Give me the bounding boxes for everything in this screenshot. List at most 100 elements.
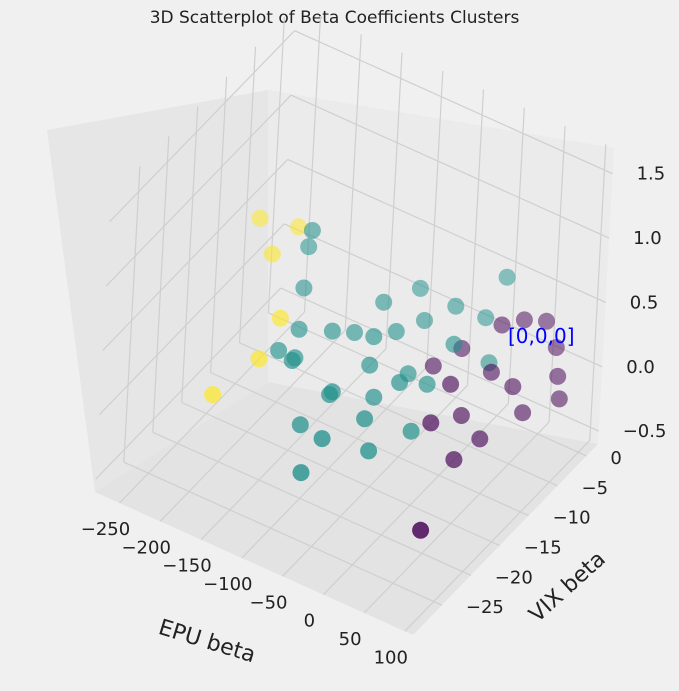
data-point-cluster-0 bbox=[493, 316, 511, 334]
data-point-cluster-1 bbox=[346, 324, 363, 341]
data-point-cluster-1 bbox=[290, 320, 308, 338]
data-point-cluster-2 bbox=[251, 209, 269, 227]
data-point-cluster-1 bbox=[411, 279, 429, 297]
data-point-cluster-2 bbox=[263, 245, 281, 263]
z-grid-line bbox=[109, 30, 296, 223]
z-tick-label: 1.0 bbox=[633, 228, 662, 249]
x-tick-label: 50 bbox=[339, 629, 362, 650]
data-point-cluster-1 bbox=[283, 352, 301, 369]
y-tick-label: −15 bbox=[524, 538, 562, 559]
floor-pane bbox=[95, 382, 598, 635]
data-point-cluster-1 bbox=[365, 328, 383, 346]
data-point-cluster-0 bbox=[452, 407, 470, 424]
y-tick-label: −20 bbox=[495, 567, 533, 588]
data-point-cluster-0 bbox=[514, 404, 532, 422]
data-point-cluster-2 bbox=[204, 386, 222, 404]
x-tick-label: −250 bbox=[81, 519, 130, 540]
x-grid-line bbox=[241, 366, 428, 559]
x-grid-line bbox=[303, 15, 322, 313]
y-grid-line bbox=[123, 461, 443, 606]
data-point-cluster-1 bbox=[402, 422, 420, 440]
z-grid-line bbox=[95, 287, 282, 480]
origin-annotation: [0,0,0] bbox=[508, 324, 575, 348]
y-axis-label: VIX beta bbox=[525, 547, 611, 628]
x-grid-line bbox=[363, 421, 550, 614]
x-grid-line bbox=[466, 89, 485, 386]
z-tick-label: 0.5 bbox=[630, 292, 659, 313]
data-point-cluster-1 bbox=[323, 322, 341, 340]
data-point-cluster-2 bbox=[290, 218, 307, 236]
x-tick-label: 0 bbox=[304, 611, 315, 632]
data-point-cluster-0 bbox=[547, 339, 565, 356]
y-tick-label: 0 bbox=[610, 448, 621, 469]
x-axis-label: EPU beta bbox=[155, 615, 258, 668]
chart-title: 3D Scatterplot of Beta Coefficients Clus… bbox=[149, 8, 520, 28]
data-point-cluster-1 bbox=[447, 297, 465, 315]
data-point-cluster-0 bbox=[549, 367, 567, 385]
data-point-cluster-1 bbox=[303, 222, 321, 239]
data-point-cluster-0 bbox=[442, 375, 460, 393]
back-pane bbox=[268, 90, 614, 444]
y-tick-label: −5 bbox=[582, 478, 609, 499]
y-grid-line bbox=[267, 16, 285, 313]
data-point-cluster-0 bbox=[504, 378, 522, 396]
data-point-cluster-1 bbox=[321, 386, 339, 403]
data-point-cluster-0 bbox=[471, 430, 489, 448]
axis-ticks: −250−200−150−100−500501000−5−10−15−20−25… bbox=[81, 164, 667, 669]
z-tick-label: 0.0 bbox=[626, 357, 655, 378]
y-grid-line bbox=[181, 401, 500, 547]
data-point-cluster-1 bbox=[300, 238, 318, 256]
y-grid-line bbox=[152, 136, 170, 433]
data-point-cluster-1 bbox=[292, 464, 310, 482]
data-point-cluster-1 bbox=[313, 430, 331, 448]
y-tick-label: −25 bbox=[466, 597, 504, 618]
data-point-cluster-1 bbox=[291, 416, 309, 434]
data-points bbox=[204, 209, 568, 539]
data-point-cluster-1 bbox=[416, 312, 433, 329]
x-tick-label: −100 bbox=[203, 574, 252, 595]
y-tick-label: −10 bbox=[553, 508, 591, 529]
x-tick-label: −200 bbox=[121, 537, 170, 558]
y-grid-line bbox=[238, 46, 257, 343]
data-point-cluster-1 bbox=[445, 335, 463, 353]
z-grid-line bbox=[98, 223, 285, 416]
data-point-cluster-0 bbox=[412, 521, 430, 539]
data-point-cluster-1 bbox=[356, 410, 374, 428]
z-tick-label: 1.5 bbox=[637, 164, 666, 185]
data-point-cluster-1 bbox=[365, 388, 383, 406]
data-point-cluster-0 bbox=[445, 451, 463, 469]
x-tick-label: −150 bbox=[162, 556, 211, 577]
x-grid-line bbox=[404, 439, 591, 632]
data-point-cluster-0 bbox=[424, 357, 442, 375]
data-point-cluster-2 bbox=[271, 309, 289, 327]
x-grid-line bbox=[589, 144, 607, 441]
x-tick-label: −50 bbox=[250, 592, 288, 613]
x-grid-line bbox=[344, 34, 362, 331]
z-grid-line bbox=[280, 287, 599, 432]
z-grid-line bbox=[102, 158, 289, 351]
z-grid-line bbox=[294, 30, 613, 175]
x-grid-line bbox=[200, 348, 387, 541]
z-tick-label: −0.5 bbox=[623, 421, 667, 442]
x-tick-label: 100 bbox=[374, 647, 408, 668]
data-point-cluster-1 bbox=[498, 268, 516, 286]
data-point-cluster-1 bbox=[361, 356, 379, 374]
data-point-cluster-1 bbox=[391, 374, 409, 391]
data-point-cluster-1 bbox=[270, 342, 288, 359]
x-grid-line bbox=[159, 329, 346, 522]
x-grid-line bbox=[507, 107, 525, 404]
y-grid-line bbox=[181, 106, 199, 403]
data-point-cluster-1 bbox=[418, 375, 436, 393]
data-point-cluster-1 bbox=[387, 323, 405, 340]
data-point-cluster-2 bbox=[250, 350, 268, 368]
data-point-cluster-0 bbox=[550, 390, 568, 408]
y-grid-line bbox=[152, 431, 472, 576]
data-point-cluster-1 bbox=[375, 293, 393, 311]
z-grid-line bbox=[287, 158, 606, 303]
data-point-cluster-0 bbox=[422, 414, 440, 432]
z-grid-line bbox=[105, 94, 292, 287]
data-point-cluster-1 bbox=[360, 442, 378, 460]
y-grid-line bbox=[210, 76, 228, 373]
data-point-cluster-0 bbox=[482, 363, 500, 381]
